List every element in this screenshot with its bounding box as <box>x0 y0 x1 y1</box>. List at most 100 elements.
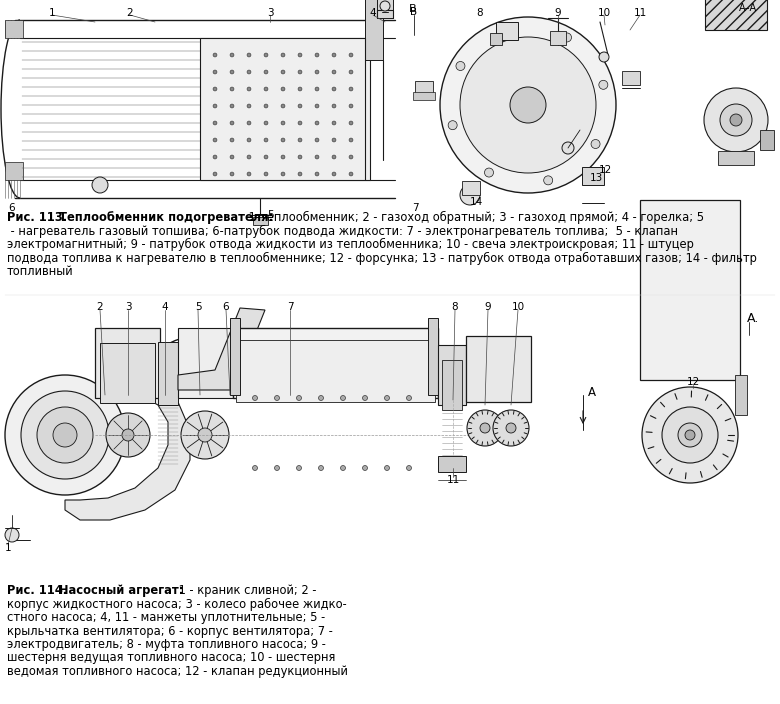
Circle shape <box>247 70 251 74</box>
Circle shape <box>599 80 608 89</box>
Circle shape <box>230 53 234 57</box>
Circle shape <box>341 465 346 470</box>
Bar <box>582 167 604 185</box>
Circle shape <box>506 423 516 433</box>
Polygon shape <box>178 308 265 390</box>
Circle shape <box>296 396 302 401</box>
Circle shape <box>281 70 285 74</box>
Text: 4: 4 <box>370 8 376 18</box>
Circle shape <box>562 33 572 42</box>
Circle shape <box>213 70 217 74</box>
Circle shape <box>467 410 503 446</box>
Circle shape <box>37 407 93 463</box>
Text: 2: 2 <box>126 8 133 18</box>
Circle shape <box>230 138 234 142</box>
Text: электромагнитный; 9 - патрубок отвода жидкости из теплообменника; 10 - свеча эле: электромагнитный; 9 - патрубок отвода жи… <box>7 238 694 251</box>
Text: 1: 1 <box>48 8 55 18</box>
Text: 1 - краник сливной; 2 -: 1 - краник сливной; 2 - <box>175 584 317 597</box>
Circle shape <box>253 465 257 470</box>
Circle shape <box>213 104 217 108</box>
Text: ведомая топливного насоса; 12 - клапан редукционный: ведомая топливного насоса; 12 - клапан р… <box>7 665 348 678</box>
Circle shape <box>106 413 150 457</box>
Circle shape <box>544 176 553 185</box>
Text: 14: 14 <box>470 197 483 207</box>
Circle shape <box>230 121 234 125</box>
Bar <box>415 81 433 95</box>
Circle shape <box>264 87 268 91</box>
Bar <box>365 0 383 60</box>
Text: 8: 8 <box>477 8 484 18</box>
Circle shape <box>704 88 768 152</box>
Circle shape <box>349 70 353 74</box>
Circle shape <box>678 423 702 447</box>
Circle shape <box>503 25 512 34</box>
Bar <box>438 345 466 405</box>
Circle shape <box>230 104 234 108</box>
Circle shape <box>332 155 336 159</box>
Circle shape <box>5 375 125 495</box>
Circle shape <box>332 138 336 142</box>
Circle shape <box>460 37 596 173</box>
Circle shape <box>230 155 234 159</box>
Bar <box>158 342 178 405</box>
Circle shape <box>315 70 319 74</box>
Text: 1: 1 <box>5 543 12 553</box>
Circle shape <box>275 465 279 470</box>
Bar <box>550 31 566 45</box>
Circle shape <box>298 138 302 142</box>
Bar <box>466 336 531 402</box>
Text: B: B <box>410 7 417 17</box>
Circle shape <box>315 104 319 108</box>
Circle shape <box>730 114 742 126</box>
Circle shape <box>315 53 319 57</box>
Bar <box>5 162 23 180</box>
Text: 6: 6 <box>222 302 229 312</box>
Circle shape <box>599 52 609 62</box>
Bar <box>640 200 740 380</box>
Bar <box>438 456 466 472</box>
Text: 11: 11 <box>633 8 647 18</box>
Text: 13: 13 <box>590 173 603 183</box>
Bar <box>178 328 233 398</box>
Bar <box>428 318 438 395</box>
Circle shape <box>363 396 367 401</box>
Circle shape <box>315 87 319 91</box>
Text: Теплообменник подогревателя:: Теплообменник подогревателя: <box>59 211 273 224</box>
Circle shape <box>332 70 336 74</box>
Circle shape <box>510 87 546 123</box>
Circle shape <box>385 465 389 470</box>
Text: 12: 12 <box>598 165 612 175</box>
Circle shape <box>318 396 324 401</box>
Circle shape <box>281 138 285 142</box>
Text: электродвигатель; 8 - муфта топливного насоса; 9 -: электродвигатель; 8 - муфта топливного н… <box>7 638 326 651</box>
Circle shape <box>406 465 412 470</box>
Text: Рис. 113.: Рис. 113. <box>7 211 71 224</box>
Circle shape <box>591 139 600 149</box>
Circle shape <box>720 104 752 136</box>
Circle shape <box>281 53 285 57</box>
Circle shape <box>298 53 302 57</box>
Circle shape <box>5 528 19 542</box>
Circle shape <box>318 465 324 470</box>
Circle shape <box>181 411 229 459</box>
Bar <box>236 340 435 402</box>
Circle shape <box>315 138 319 142</box>
Bar <box>5 20 23 38</box>
Circle shape <box>440 17 616 193</box>
Circle shape <box>349 121 353 125</box>
Circle shape <box>298 87 302 91</box>
Text: B: B <box>410 4 417 14</box>
Text: 6: 6 <box>9 203 16 213</box>
Circle shape <box>247 121 251 125</box>
Text: 12: 12 <box>686 377 700 387</box>
Text: 9: 9 <box>484 302 491 312</box>
Circle shape <box>349 104 353 108</box>
Text: корпус жидкостного насоса; 3 - колесо рабочее жидко-: корпус жидкостного насоса; 3 - колесо ра… <box>7 598 347 610</box>
Circle shape <box>315 172 319 176</box>
Circle shape <box>562 142 574 154</box>
Circle shape <box>332 121 336 125</box>
Circle shape <box>264 53 268 57</box>
Bar <box>442 360 462 410</box>
Circle shape <box>21 391 109 479</box>
Text: стного насоса; 4, 11 - манжеты уплотнительные; 5 -: стного насоса; 4, 11 - манжеты уплотните… <box>7 611 325 624</box>
